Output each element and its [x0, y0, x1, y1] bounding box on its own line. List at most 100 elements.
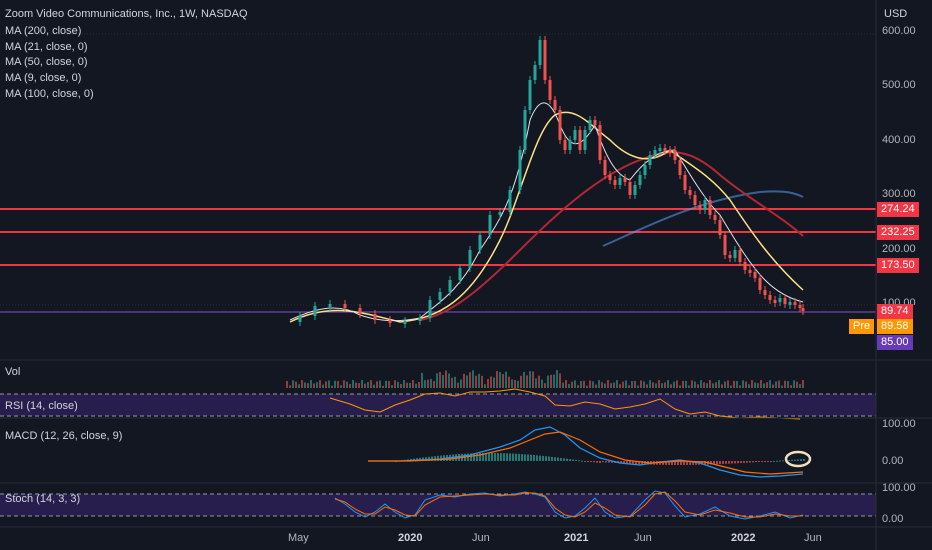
candle-body	[458, 268, 462, 280]
macd-hist-bar	[524, 454, 526, 461]
volume-bar	[796, 381, 798, 388]
stoch-k-line	[334, 490, 804, 520]
macd-hist-bar	[689, 461, 691, 465]
volume-bar	[562, 382, 564, 388]
macd-hist-bar	[638, 461, 640, 465]
candle-body	[683, 175, 687, 190]
volume-bar	[358, 383, 360, 388]
volume-bar	[367, 382, 369, 388]
level-tag-232: 232.25	[877, 225, 919, 240]
macd-hist-bar	[746, 461, 748, 463]
ma-100-label[interactable]: MA (100, close, 0)	[5, 88, 94, 100]
macd-hist-bar	[554, 457, 556, 461]
candle-body	[558, 110, 562, 140]
volume-bar	[361, 380, 363, 388]
candle-body	[488, 215, 492, 235]
macd-hist-bar	[674, 461, 676, 465]
volume-bar	[427, 379, 429, 388]
macd-hist-bar	[593, 461, 595, 463]
volume-bar	[460, 379, 462, 388]
volume-bar	[730, 385, 732, 388]
ma-50-label[interactable]: MA (50, close, 0)	[5, 56, 88, 68]
macd-hist-bar	[791, 459, 793, 461]
macd-hist-bar	[590, 461, 592, 462]
candle-body	[543, 40, 547, 80]
candle-body	[538, 40, 542, 65]
volume-label[interactable]: Vol	[5, 366, 21, 378]
macd-hist-bar	[485, 453, 487, 461]
macd-hist-bar	[692, 461, 694, 465]
candle-body	[801, 308, 805, 311]
macd-hist-bar	[470, 453, 472, 461]
macd-hist-bar	[725, 461, 727, 464]
macd-hist-bar	[794, 459, 796, 461]
volume-bar	[319, 380, 321, 388]
candle-body	[653, 150, 657, 155]
candle-body	[478, 235, 482, 250]
candle-body	[723, 235, 727, 255]
candle-body	[618, 178, 622, 185]
candle-body	[373, 314, 377, 320]
volume-bar	[433, 381, 435, 388]
macd-label[interactable]: MACD (12, 26, close, 9)	[5, 430, 123, 442]
volume-bar	[388, 381, 390, 388]
volume-bar	[775, 381, 777, 388]
ma-200-label[interactable]: MA (200, close)	[5, 25, 82, 37]
macd-hist-bar	[761, 461, 763, 462]
macd-hist-bar	[569, 459, 571, 461]
volume-bar	[697, 384, 699, 388]
macd-hist-bar	[578, 460, 580, 462]
macd-hist-bar	[782, 460, 784, 462]
candle-body	[693, 195, 697, 205]
volume-bar	[736, 380, 738, 388]
volume-bar	[616, 380, 618, 388]
ma-9-label[interactable]: MA (9, close, 0)	[5, 72, 82, 84]
volume-bar	[523, 371, 525, 388]
macd-hist-bar	[521, 454, 523, 461]
volume-bar	[607, 380, 609, 388]
volume-bar	[511, 379, 513, 388]
volume-bar	[370, 380, 372, 388]
volume-bar	[571, 381, 573, 388]
volume-bar	[499, 372, 501, 388]
volume-bar	[532, 371, 534, 388]
stoch-label[interactable]: Stoch (14, 3, 3)	[5, 493, 81, 505]
volume-bar	[553, 374, 555, 388]
macd-hist-bar	[518, 453, 520, 461]
volume-bar	[772, 384, 774, 388]
macd-hist-bar	[494, 453, 496, 461]
volume-bar	[352, 380, 354, 388]
volume-bar	[691, 380, 693, 388]
volume-bar	[583, 380, 585, 388]
macd-hist-bar	[563, 458, 565, 461]
volume-bar	[301, 380, 303, 388]
macd-hist-bar	[668, 461, 670, 465]
volume-bar	[547, 375, 549, 388]
candle-body	[328, 304, 332, 307]
volume-bar	[625, 380, 627, 388]
macd-hist-bar	[506, 453, 508, 461]
candle-body	[553, 100, 557, 110]
macd-hist-bar	[677, 461, 679, 465]
macd-hist-bar	[764, 461, 766, 462]
time-label-2022: 2022	[731, 532, 756, 544]
macd-signal-line	[368, 431, 804, 475]
volume-bar	[322, 384, 324, 388]
candle-body	[633, 185, 637, 195]
chart-title[interactable]: Zoom Video Communications, Inc., 1W, NAS…	[5, 8, 248, 20]
volume-bar	[508, 376, 510, 388]
candle-body	[608, 175, 612, 180]
macd-hist-bar	[728, 461, 730, 464]
rsi-label[interactable]: RSI (14, close)	[5, 400, 78, 412]
macd-hist-bar	[731, 461, 733, 464]
macd-highlight-circle[interactable]	[784, 450, 812, 468]
ma-value-tag: 89.74	[877, 304, 913, 319]
ma-21-label[interactable]: MA (21, close, 0)	[5, 41, 88, 53]
candle-body	[638, 175, 642, 185]
volume-bar	[640, 380, 642, 388]
macd-hist-bar	[584, 461, 586, 462]
volume-bar	[673, 381, 675, 388]
candle-body	[548, 80, 552, 100]
candle-body	[798, 305, 802, 308]
